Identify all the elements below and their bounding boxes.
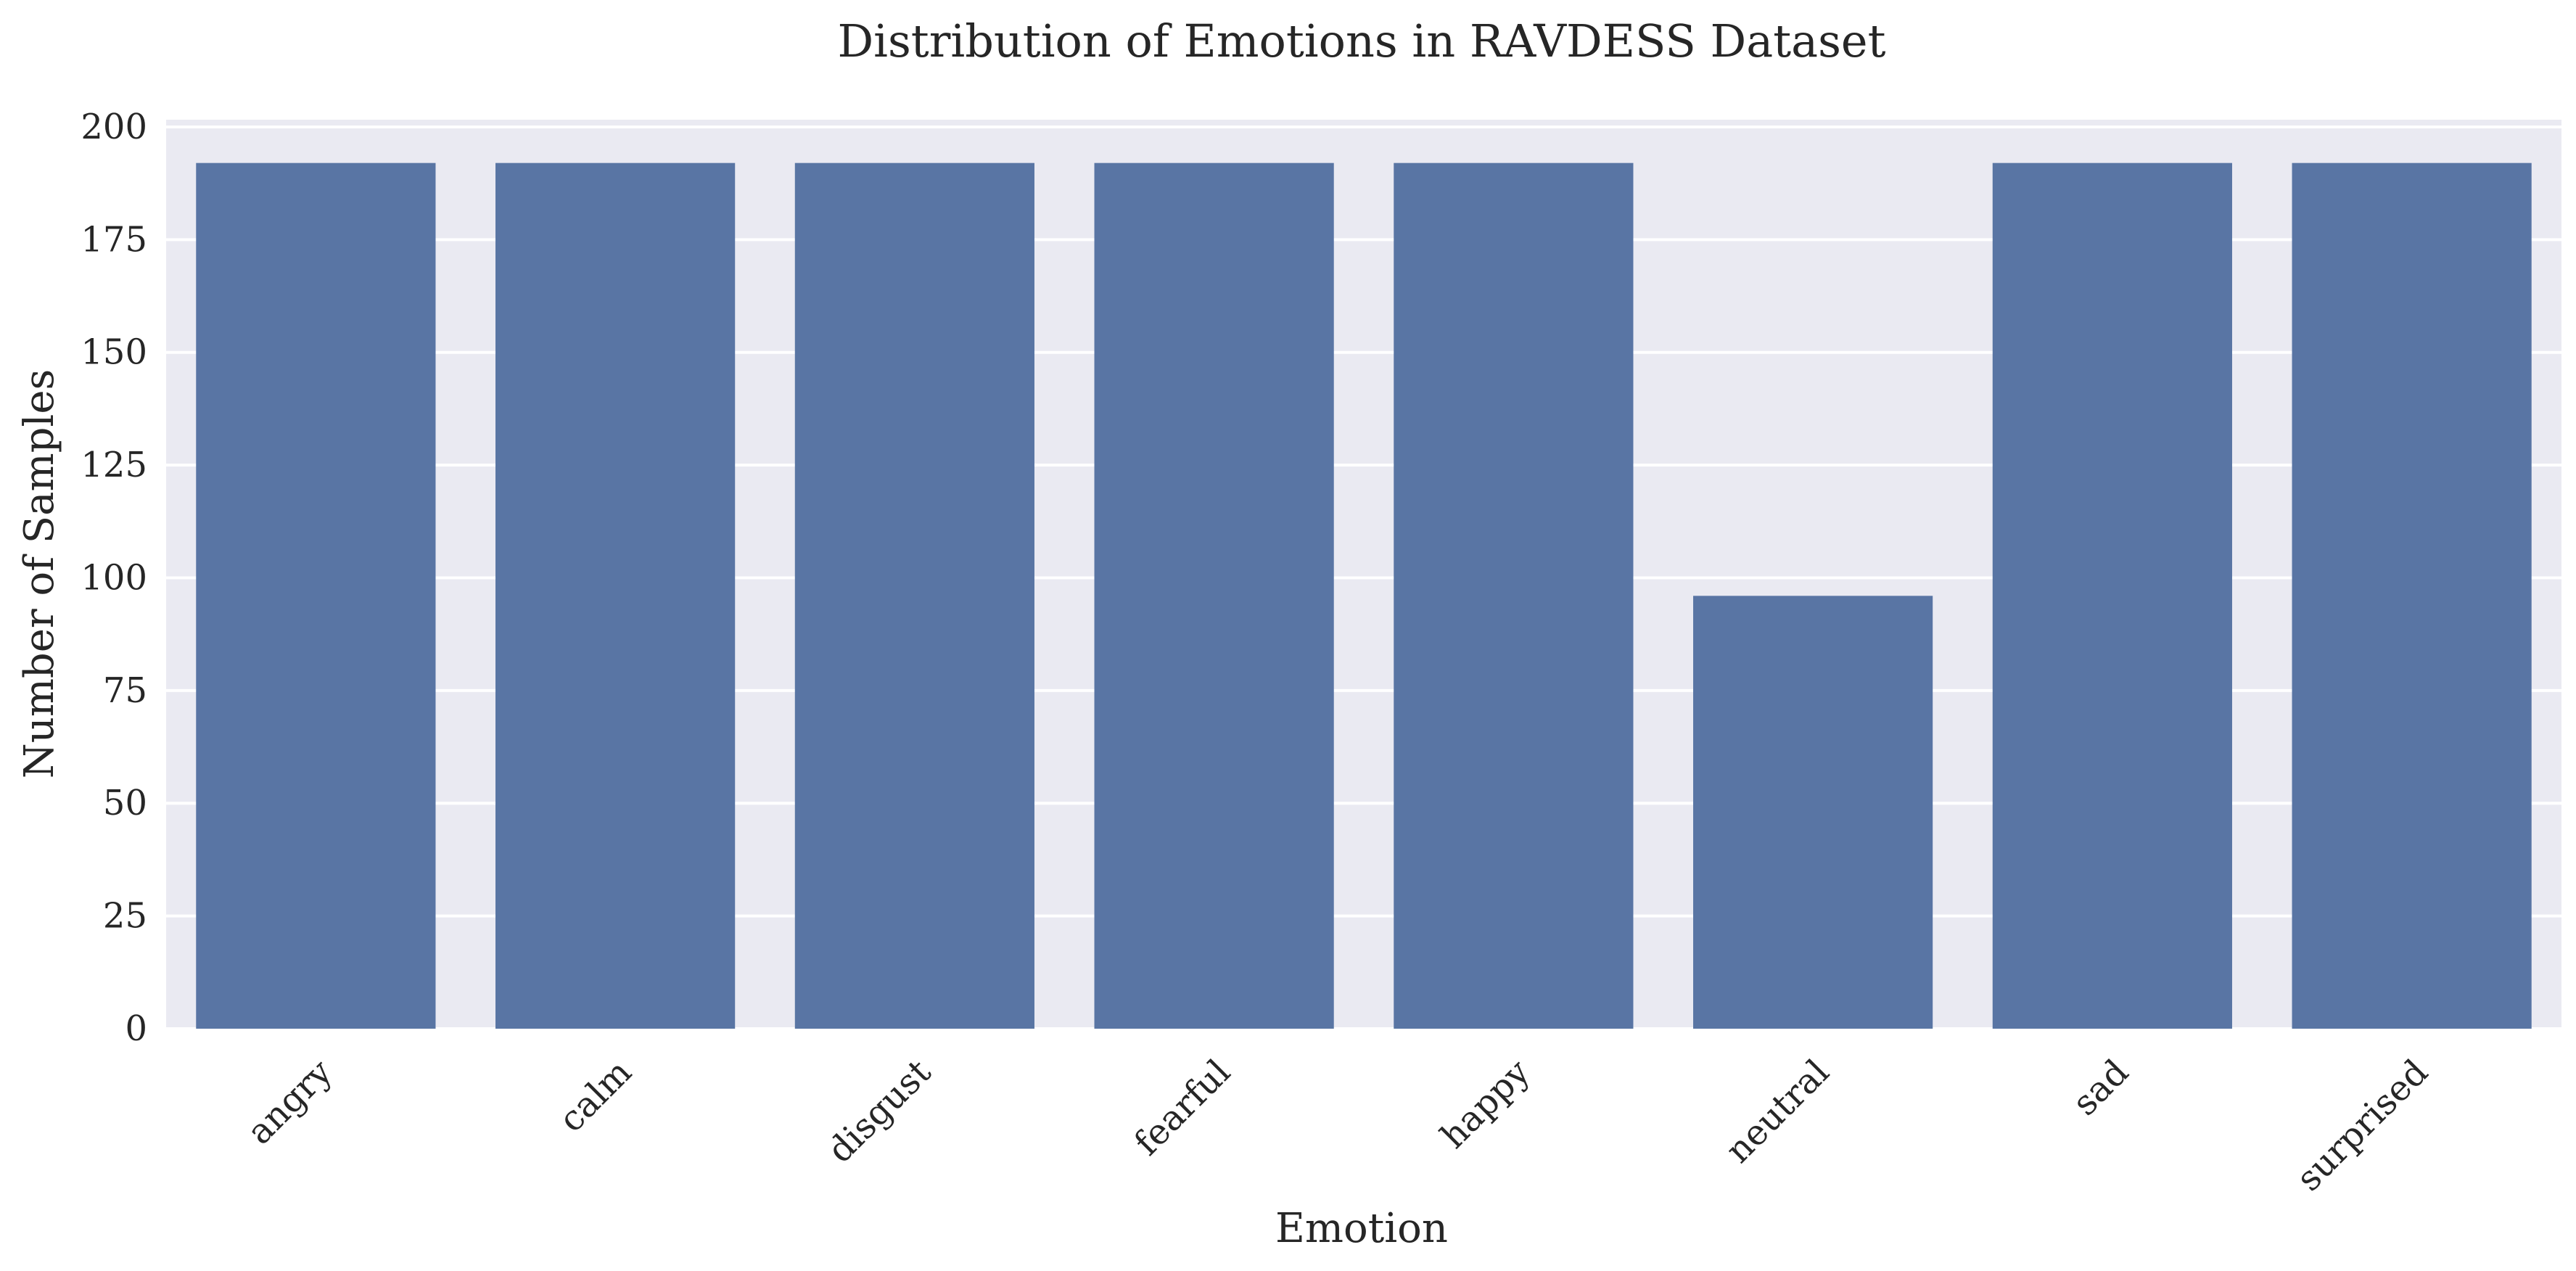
y-tick-label: 75 <box>103 670 147 711</box>
bar-calm <box>495 163 736 1029</box>
bar-neutral <box>1693 596 1933 1029</box>
y-tick-label: 200 <box>81 107 147 147</box>
x-tick-label: calm <box>551 1052 640 1140</box>
y-axis-label: Number of Samples <box>16 369 63 778</box>
x-tick-label: sad <box>2065 1052 2136 1124</box>
chart-title: Distribution of Emotions in RAVDESS Data… <box>837 15 1885 67</box>
y-tick-label: 0 <box>125 1008 147 1049</box>
bar-happy <box>1394 163 1634 1029</box>
x-tick-label: surprised <box>2289 1052 2436 1199</box>
bars <box>196 163 2532 1029</box>
bar-surprised <box>2292 163 2532 1029</box>
x-tick-label: disgust <box>820 1052 939 1171</box>
y-tick-label: 50 <box>103 783 147 823</box>
x-tick-label: neutral <box>1718 1052 1837 1171</box>
bar-fearful <box>1094 163 1334 1029</box>
y-tick-label: 125 <box>81 445 147 485</box>
y-tick-labels: 0 25 50 75 100 125 150 175 200 <box>81 107 147 1049</box>
bar-sad <box>1992 163 2232 1029</box>
y-tick-label: 25 <box>103 896 147 937</box>
y-tick-label: 150 <box>81 332 147 373</box>
y-tick-label: 175 <box>81 219 147 260</box>
y-tick-label: 100 <box>81 557 147 598</box>
x-axis-label: Emotion <box>1275 1205 1448 1252</box>
x-tick-label: angry <box>239 1052 340 1153</box>
bar-disgust <box>794 163 1034 1029</box>
x-tick-label: happy <box>1433 1052 1537 1156</box>
x-tick-labels: angry calm disgust fearful happy neutral sad su… <box>239 1052 2436 1199</box>
bar-angry <box>196 163 436 1029</box>
x-tick-label: fearful <box>1127 1052 1238 1164</box>
